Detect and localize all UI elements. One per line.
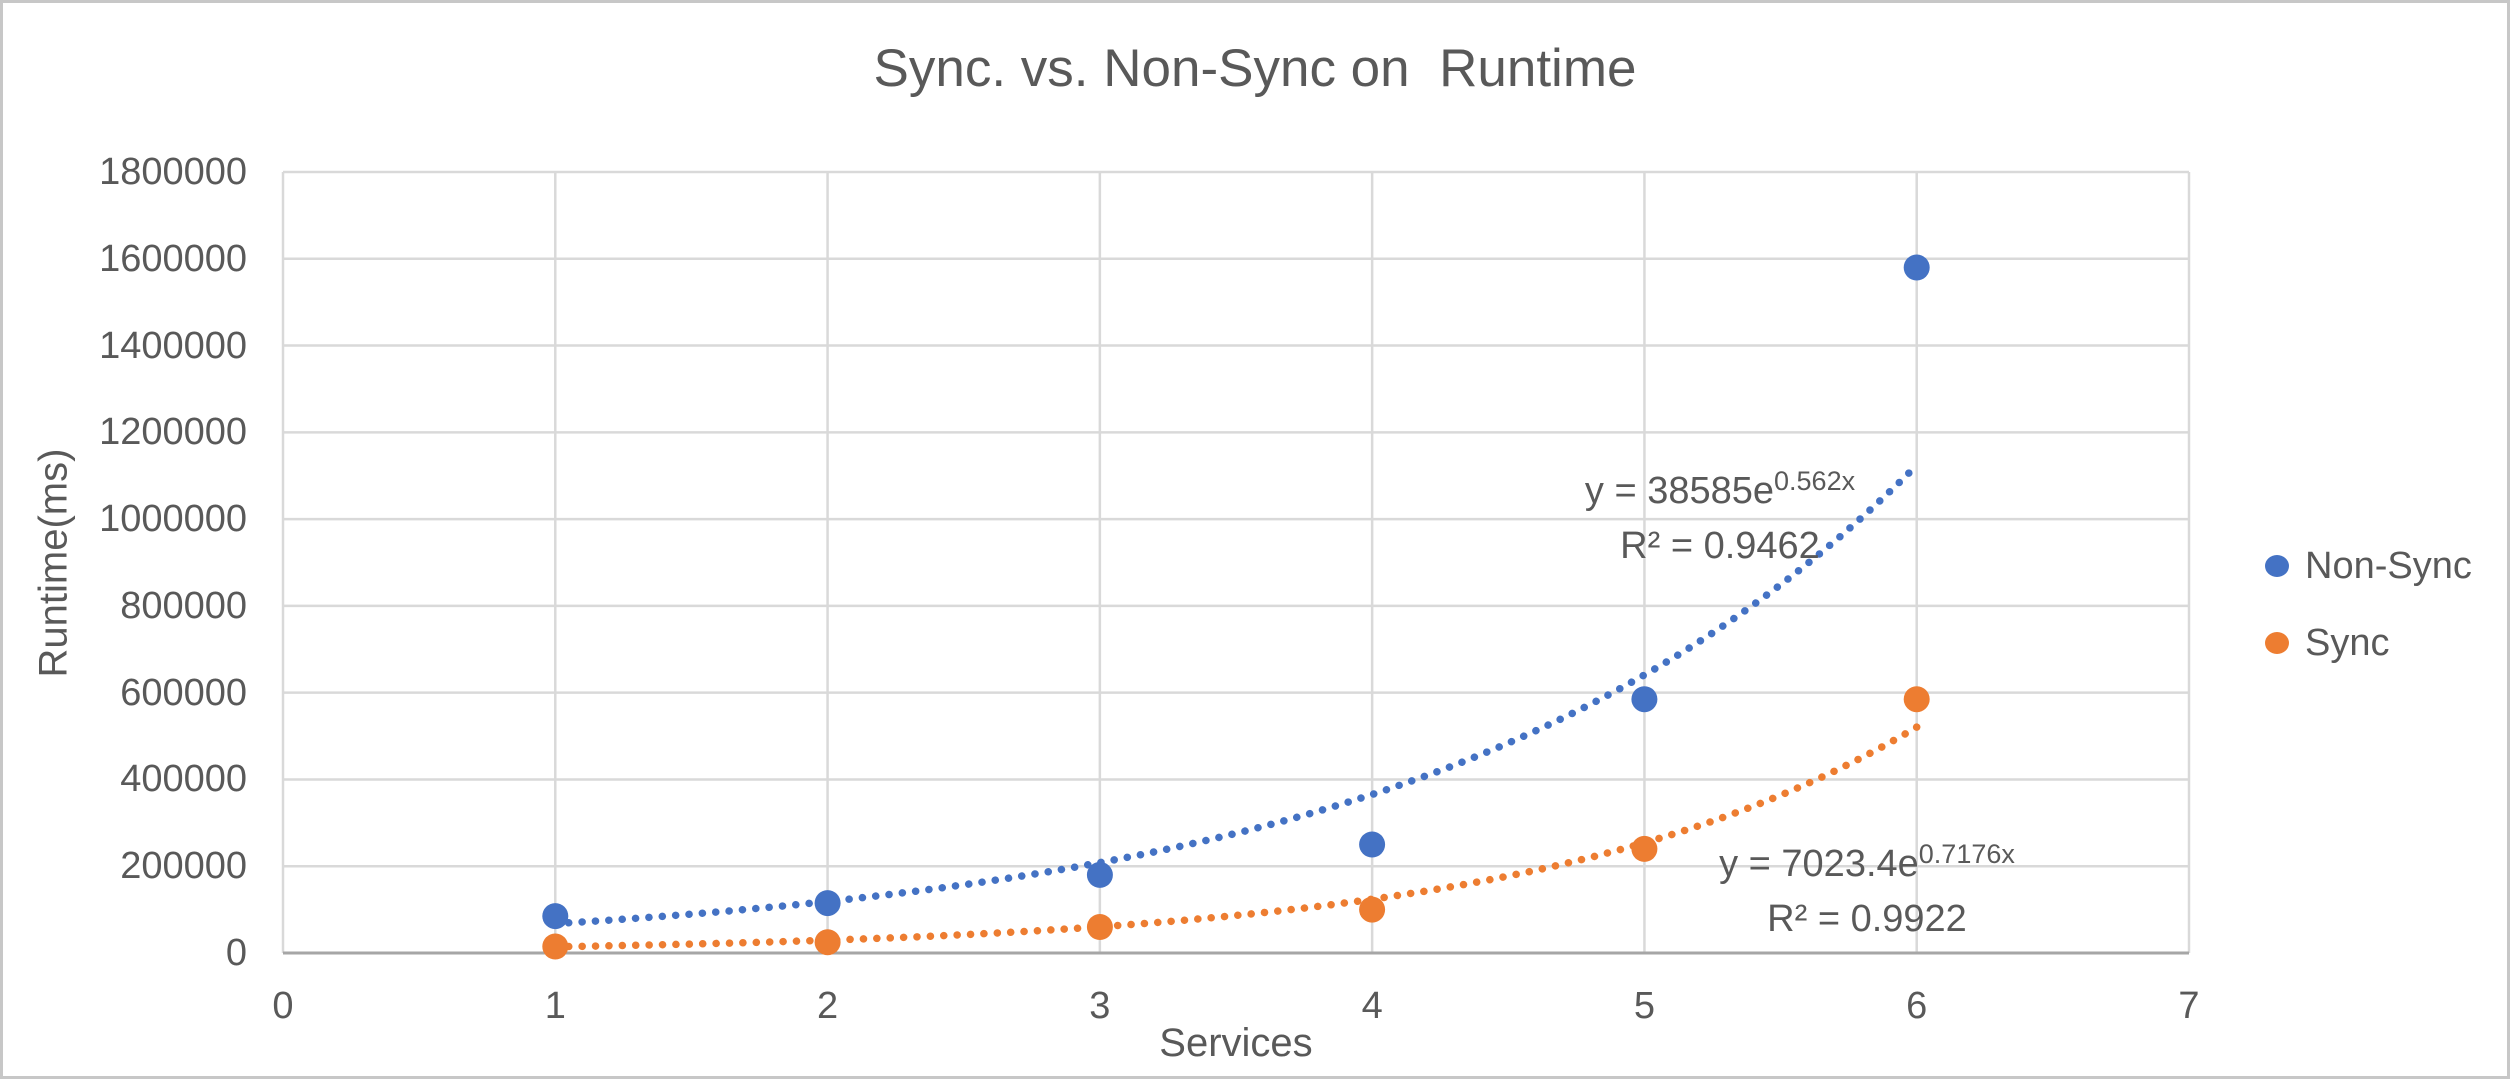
y-axis-title: Runtime(ms) bbox=[31, 448, 76, 678]
trendline-non-sync bbox=[551, 461, 1921, 928]
data-point-non-sync bbox=[1359, 831, 1386, 858]
r-squared-sync: R² = 0.9922 bbox=[1767, 898, 1967, 940]
y-tick-label: 1800000 bbox=[99, 151, 247, 193]
trendline-equation-sync: y = 7023.4e0.7176x R² = 0.9922 bbox=[1617, 838, 2117, 945]
legend-marker-non-sync-icon bbox=[2265, 555, 2289, 577]
data-point-sync bbox=[542, 933, 569, 960]
y-tick-label: 1000000 bbox=[99, 498, 247, 541]
x-tick-label: 4 bbox=[1361, 985, 1383, 1027]
legend-label-non-sync: Non-Sync bbox=[2305, 544, 2472, 587]
y-tick-label: 400000 bbox=[120, 758, 247, 801]
equation-text-non-sync: y = 38585e0.562x bbox=[1584, 466, 1856, 512]
data-point-non-sync bbox=[1631, 686, 1658, 713]
x-tick-label: 3 bbox=[1089, 985, 1111, 1027]
y-tick-label: 1200000 bbox=[99, 411, 247, 454]
r-squared-non-sync: R² = 0.9462 bbox=[1620, 525, 1820, 567]
data-point-sync bbox=[1086, 914, 1113, 940]
plot-area bbox=[281, 170, 2191, 960]
trendline-equation-non-sync: y = 38585e0.562x R² = 0.9462 bbox=[1470, 465, 1970, 572]
data-point-sync bbox=[814, 929, 841, 956]
legend-marker-sync-icon bbox=[2265, 632, 2289, 654]
data-point-non-sync bbox=[1086, 861, 1113, 888]
x-tick-label: 2 bbox=[816, 985, 839, 1027]
y-tick-label: 200000 bbox=[120, 845, 247, 888]
data-point-sync bbox=[1631, 835, 1658, 862]
data-point-sync bbox=[1903, 686, 1930, 713]
y-tick-label: 1600000 bbox=[99, 237, 247, 280]
x-tick-label: 5 bbox=[1633, 985, 1655, 1027]
data-point-sync bbox=[1359, 896, 1386, 923]
equation-text-sync: y = 7023.4e0.7176x bbox=[1719, 839, 2015, 885]
data-point-non-sync bbox=[814, 890, 841, 917]
legend-label-sync: Sync bbox=[2305, 621, 2390, 664]
trendline-sync bbox=[551, 723, 1921, 951]
x-axis-title: Services bbox=[1159, 1021, 1313, 1065]
legend-item-sync: Sync bbox=[2265, 621, 2472, 664]
y-tick-label: 1400000 bbox=[99, 324, 247, 367]
data-point-non-sync bbox=[542, 903, 569, 930]
x-tick-label: 0 bbox=[272, 985, 294, 1027]
legend: Non-Sync Sync bbox=[2265, 544, 2472, 700]
y-tick-label: 0 bbox=[225, 932, 247, 974]
y-tick-label: 600000 bbox=[120, 671, 247, 714]
x-tick-label: 7 bbox=[2178, 985, 2200, 1027]
x-tick-label: 6 bbox=[1906, 985, 1928, 1027]
data-point-non-sync bbox=[1903, 254, 1930, 281]
y-tick-label: 800000 bbox=[120, 584, 247, 627]
chart-title: Sync. vs. Non-Sync on Runtime bbox=[873, 39, 1637, 98]
legend-item-non-sync: Non-Sync bbox=[2265, 544, 2472, 587]
x-tick-label: 1 bbox=[544, 985, 566, 1027]
